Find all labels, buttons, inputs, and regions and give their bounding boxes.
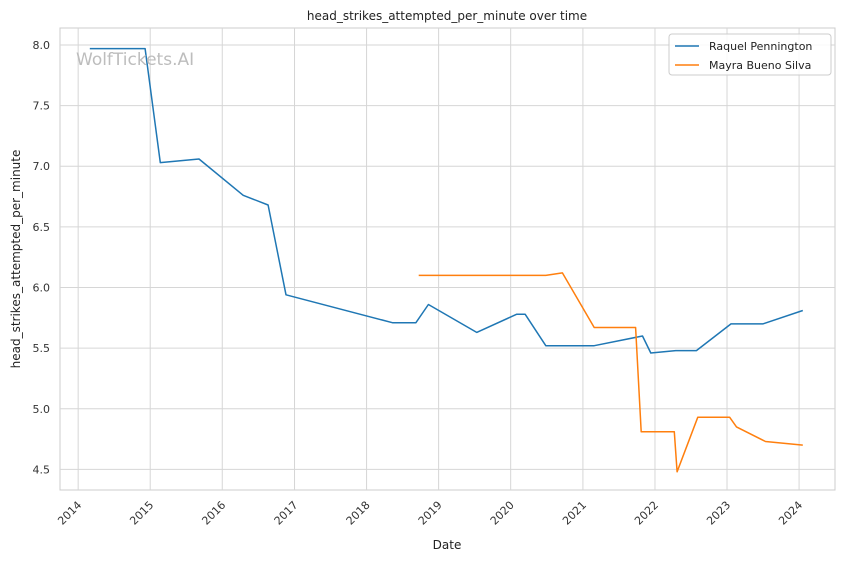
legend-box	[668, 33, 832, 76]
y-tick-label: 7.5	[33, 100, 51, 113]
grid-lines	[60, 28, 835, 490]
y-tick-label: 6.5	[33, 221, 51, 234]
y-tick-labels: 4.5 5.0 5.5 6.0 6.5 7.0 7.5 8.0	[33, 39, 51, 476]
x-axis-label: Date	[433, 538, 462, 552]
y-tick-label: 7.0	[33, 160, 51, 173]
y-tick-label: 8.0	[33, 39, 51, 52]
x-tick-label: 2023	[704, 499, 733, 528]
y-tick-label: 6.0	[33, 281, 51, 294]
series-line-mayra-bueno-silva	[418, 272, 803, 473]
legend: Raquel Pennington Mayra Bueno Silva	[668, 33, 832, 76]
series-lines	[89, 47, 804, 473]
legend-label-raquel-pennington: Raquel Pennington	[709, 40, 812, 53]
x-tick-label: 2016	[199, 499, 228, 528]
legend-label-mayra-bueno-silva: Mayra Bueno Silva	[709, 59, 811, 72]
x-tick-label: 2019	[416, 499, 445, 528]
x-tick-label: 2024	[776, 499, 805, 528]
series-line-raquel-pennington	[89, 47, 804, 354]
x-tick-label: 2015	[127, 499, 156, 528]
y-tick-label: 5.5	[33, 342, 51, 355]
y-axis-label: head_strikes_attempted_per_minute	[9, 150, 23, 369]
x-tick-label: 2017	[272, 499, 301, 528]
x-tick-label: 2014	[55, 499, 84, 528]
y-tick-label: 5.0	[33, 403, 51, 416]
x-tick-label: 2018	[344, 499, 373, 528]
x-tick-label: 2021	[560, 499, 589, 528]
y-tick-label: 4.5	[33, 463, 51, 476]
chart-title: head_strikes_attempted_per_minute over t…	[307, 9, 587, 23]
x-tick-labels: 2014 2015 2016 2017 2018 2019 2020 2021 2022 2023…	[55, 499, 805, 528]
watermark: WolfTickets.AI	[76, 50, 194, 70]
x-tick-label: 2020	[488, 499, 517, 528]
x-tick-label: 2022	[632, 499, 661, 528]
plot-area	[59, 27, 836, 491]
